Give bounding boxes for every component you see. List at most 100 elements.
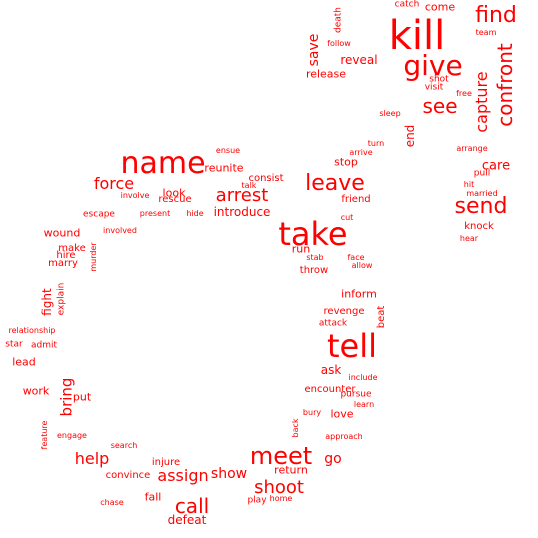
- word-kill: kill: [388, 13, 446, 59]
- word-fall: fall: [144, 490, 162, 504]
- word-search: search: [110, 441, 138, 450]
- word-reveal: reveal: [340, 53, 378, 67]
- word-back: back: [291, 418, 300, 438]
- word-stop: stop: [334, 155, 358, 169]
- word-send: send: [454, 194, 508, 219]
- word-hide: hide: [186, 209, 204, 218]
- word-hear: hear: [459, 234, 479, 243]
- word-name: name: [120, 146, 206, 181]
- word-introduce: introduce: [213, 205, 271, 219]
- word-beat: beat: [376, 305, 387, 329]
- word-leave: leave: [305, 171, 365, 196]
- word-force: force: [93, 174, 135, 193]
- word-capture: capture: [472, 71, 491, 133]
- word-ask: ask: [320, 363, 342, 377]
- word-put: put: [72, 390, 92, 404]
- word-involved: involved: [103, 226, 137, 235]
- word-feature: feature: [40, 420, 49, 450]
- word-stab: stab: [306, 253, 324, 262]
- word-come: come: [424, 0, 456, 14]
- word-look: look: [162, 186, 186, 200]
- word-take: take: [278, 215, 348, 253]
- word-engage: engage: [57, 431, 87, 440]
- word-help: help: [74, 449, 110, 468]
- word-relationship: relationship: [8, 326, 56, 335]
- word-cut: cut: [340, 213, 354, 222]
- word-wound: wound: [43, 226, 81, 240]
- word-home: home: [269, 494, 293, 503]
- word-shoot: shoot: [254, 477, 304, 498]
- word-follow: follow: [327, 39, 351, 48]
- word-present: present: [139, 209, 171, 218]
- word-murder: murder: [89, 242, 98, 272]
- word-talk: talk: [241, 181, 257, 190]
- word-knock: knock: [464, 221, 494, 232]
- word-bury: bury: [302, 408, 322, 417]
- word-turn: turn: [367, 139, 385, 148]
- word-reunite: reunite: [204, 161, 244, 175]
- word-learn: learn: [353, 400, 375, 409]
- word-arrest: arrest: [215, 185, 269, 206]
- word-married: married: [466, 189, 498, 198]
- word-arrange: arrange: [456, 144, 488, 153]
- word-throw: throw: [299, 265, 329, 276]
- word-free: free: [456, 89, 472, 98]
- word-approach: approach: [325, 432, 363, 441]
- word-convince: convince: [105, 470, 151, 481]
- word-encounter: encounter: [304, 384, 356, 395]
- word-care: care: [481, 158, 511, 174]
- word-play: play: [247, 495, 267, 506]
- word-sleep: sleep: [379, 109, 401, 118]
- word-visit: visit: [424, 82, 444, 93]
- word-revenge: revenge: [323, 306, 365, 317]
- word-love: love: [330, 407, 354, 421]
- word-injure: injure: [151, 457, 181, 468]
- word-inform: inform: [341, 287, 377, 301]
- word-hire: hire: [56, 250, 76, 261]
- word-release: release: [305, 67, 347, 81]
- word-escape: escape: [83, 209, 115, 220]
- word-consist: consist: [248, 173, 284, 184]
- word-face: face: [347, 253, 365, 262]
- word-work: work: [22, 384, 50, 398]
- word-meet: meet: [249, 442, 313, 470]
- word-show: show: [210, 466, 248, 482]
- word-lead: lead: [12, 355, 36, 369]
- word-admit: admit: [30, 340, 58, 351]
- word-assign: assign: [157, 466, 209, 485]
- word-team: team: [475, 28, 497, 37]
- word-save: save: [306, 33, 322, 67]
- word-marry: marry: [48, 258, 78, 269]
- word-rescue: rescue: [158, 194, 192, 205]
- word-attack: attack: [318, 318, 348, 329]
- word-allow: allow: [351, 261, 373, 270]
- word-confront: confront: [493, 43, 517, 127]
- word-run: run: [291, 242, 311, 256]
- word-friend: friend: [341, 194, 371, 205]
- word-pull: pull: [473, 168, 491, 179]
- word-star: star: [5, 339, 23, 350]
- word-return: return: [274, 463, 308, 477]
- word-explain: explain: [56, 282, 67, 316]
- word-defeat: defeat: [167, 513, 207, 527]
- word-tell: tell: [326, 327, 378, 365]
- word-include: include: [348, 373, 378, 382]
- word-shot: shot: [429, 74, 449, 85]
- word-call: call: [174, 494, 210, 518]
- word-catch: catch: [394, 0, 420, 10]
- word-go: go: [324, 451, 342, 467]
- word-ensue: ensue: [215, 146, 241, 155]
- word-make: make: [58, 243, 86, 254]
- word-death: death: [333, 7, 344, 33]
- word-fight: fight: [40, 288, 54, 316]
- word-pursue: pursue: [340, 389, 372, 400]
- word-chase: chase: [100, 498, 124, 507]
- word-see: see: [422, 94, 458, 118]
- word-end: end: [403, 124, 417, 148]
- word-arrive: arrive: [349, 148, 373, 157]
- word-give: give: [403, 49, 463, 82]
- word-find: find: [475, 3, 517, 28]
- word-hit: hit: [463, 180, 475, 189]
- word-involve: involve: [120, 191, 150, 200]
